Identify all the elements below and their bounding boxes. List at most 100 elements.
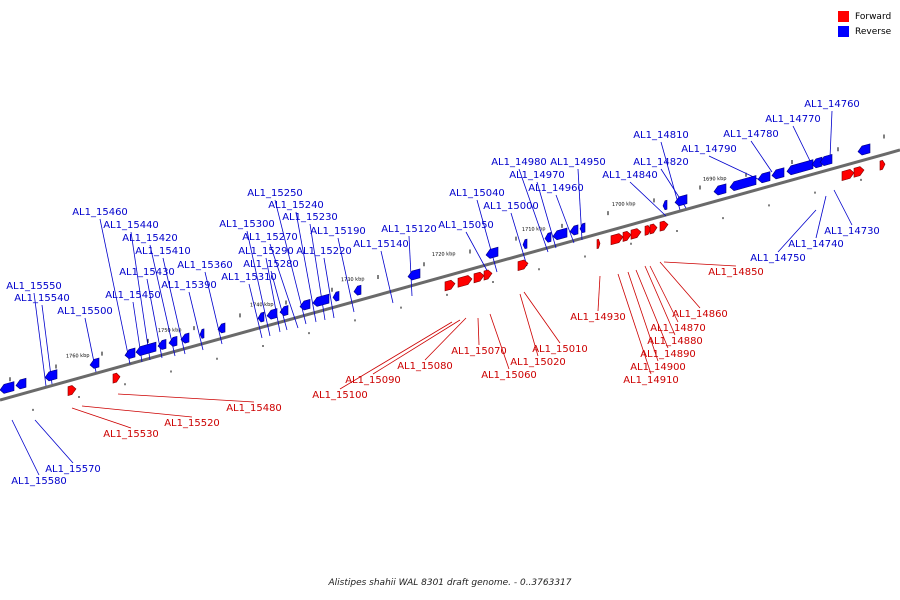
gene-feature[interactable] bbox=[15, 377, 27, 390]
gene-label-reverse[interactable]: AL1_15050 bbox=[438, 220, 494, 231]
gene-feature[interactable] bbox=[579, 222, 586, 234]
gene-label-forward[interactable]: AL1_15060 bbox=[481, 370, 537, 381]
gene-feature[interactable] bbox=[483, 269, 493, 281]
gene-feature[interactable] bbox=[649, 223, 658, 235]
gene-label-reverse[interactable]: AL1_15360 bbox=[177, 260, 233, 271]
gene-feature[interactable] bbox=[180, 332, 190, 344]
gene-label-reverse[interactable]: AL1_14780 bbox=[723, 129, 779, 140]
gene-label-reverse[interactable]: AL1_15410 bbox=[135, 246, 191, 257]
gene-label-reverse[interactable]: AL1_14790 bbox=[681, 144, 737, 155]
gene-label-reverse[interactable]: AL1_14750 bbox=[750, 253, 806, 264]
gene-label-reverse[interactable]: AL1_14960 bbox=[528, 183, 584, 194]
gene-label-forward[interactable]: AL1_15080 bbox=[397, 361, 453, 372]
gene-feature[interactable] bbox=[44, 369, 58, 382]
gene-label-forward[interactable]: AL1_14850 bbox=[708, 267, 764, 278]
gene-feature[interactable] bbox=[757, 171, 771, 184]
gene-feature[interactable] bbox=[124, 347, 136, 359]
gene-feature[interactable] bbox=[112, 372, 121, 384]
gene-label-reverse[interactable]: AL1_15000 bbox=[483, 201, 539, 212]
gene-label-reverse[interactable]: AL1_15120 bbox=[381, 224, 437, 235]
gene-label-forward[interactable]: AL1_15020 bbox=[510, 357, 566, 368]
gene-feature[interactable] bbox=[659, 220, 669, 232]
gene-label-reverse[interactable]: AL1_15390 bbox=[161, 280, 217, 291]
gene-label-reverse[interactable]: AL1_14820 bbox=[633, 157, 689, 168]
gene-label-forward[interactable]: AL1_14900 bbox=[630, 362, 686, 373]
gene-feature[interactable] bbox=[157, 338, 167, 350]
gene-label-forward[interactable]: AL1_14870 bbox=[650, 323, 706, 334]
gene-feature[interactable] bbox=[0, 381, 15, 394]
gene-feature[interactable] bbox=[771, 167, 785, 180]
gene-label-reverse[interactable]: AL1_15290 bbox=[238, 246, 294, 257]
gene-feature[interactable] bbox=[622, 231, 632, 242]
gene-label-reverse[interactable]: AL1_15500 bbox=[57, 306, 113, 317]
gene-feature[interactable] bbox=[644, 225, 652, 236]
gene-label-reverse[interactable]: AL1_14840 bbox=[602, 170, 658, 181]
gene-feature[interactable] bbox=[674, 194, 688, 207]
gene-feature[interactable] bbox=[407, 268, 421, 281]
gene-label-forward[interactable]: AL1_14930 bbox=[570, 312, 626, 323]
gene-feature[interactable] bbox=[544, 232, 552, 243]
gene-label-reverse[interactable]: AL1_15240 bbox=[268, 200, 324, 211]
gene-feature[interactable] bbox=[662, 199, 668, 211]
gene-label-reverse[interactable]: AL1_15460 bbox=[72, 207, 128, 218]
gene-feature[interactable] bbox=[473, 271, 485, 284]
gene-label-reverse[interactable]: AL1_14740 bbox=[788, 239, 844, 250]
gene-label-reverse[interactable]: AL1_14810 bbox=[633, 130, 689, 141]
gene-feature[interactable] bbox=[786, 159, 814, 176]
gene-label-reverse[interactable]: AL1_15280 bbox=[243, 259, 299, 270]
gene-feature[interactable] bbox=[857, 143, 871, 156]
gene-label-reverse[interactable]: AL1_15420 bbox=[122, 233, 178, 244]
gene-label-forward[interactable]: AL1_15070 bbox=[451, 346, 507, 357]
gene-label-forward[interactable]: AL1_15480 bbox=[226, 403, 282, 414]
gene-feature[interactable] bbox=[485, 246, 499, 259]
gene-label-reverse[interactable]: AL1_15440 bbox=[103, 220, 159, 231]
gene-feature[interactable] bbox=[841, 169, 855, 182]
gene-label-reverse[interactable]: AL1_14950 bbox=[550, 157, 606, 168]
gene-label-reverse[interactable]: AL1_14770 bbox=[765, 114, 821, 125]
gene-label-reverse[interactable]: AL1_15190 bbox=[310, 226, 366, 237]
gene-label-reverse[interactable]: AL1_14970 bbox=[509, 170, 565, 181]
gene-label-reverse[interactable]: AL1_15540 bbox=[14, 293, 70, 304]
gene-label-forward[interactable]: AL1_14890 bbox=[640, 349, 696, 360]
gene-label-reverse[interactable]: AL1_15140 bbox=[353, 239, 409, 250]
gene-label-forward[interactable]: AL1_14860 bbox=[672, 309, 728, 320]
gene-feature[interactable] bbox=[332, 290, 340, 302]
gene-label-reverse[interactable]: AL1_15430 bbox=[119, 267, 175, 278]
gene-feature[interactable] bbox=[67, 385, 77, 397]
gene-feature[interactable] bbox=[713, 183, 727, 196]
gene-label-reverse[interactable]: AL1_15250 bbox=[247, 188, 303, 199]
gene-feature[interactable] bbox=[279, 305, 289, 316]
gene-feature[interactable] bbox=[168, 335, 178, 347]
gene-label-reverse[interactable]: AL1_15580 bbox=[11, 476, 67, 487]
gene-feature[interactable] bbox=[135, 341, 157, 356]
gene-feature[interactable] bbox=[552, 227, 568, 241]
gene-label-reverse[interactable]: AL1_15270 bbox=[242, 232, 298, 243]
gene-label-reverse[interactable]: AL1_15450 bbox=[105, 290, 161, 301]
gene-feature[interactable] bbox=[819, 153, 833, 166]
gene-label-forward[interactable]: AL1_15520 bbox=[164, 418, 220, 429]
gene-label-forward[interactable]: AL1_14880 bbox=[647, 336, 703, 347]
gene-feature[interactable] bbox=[630, 228, 642, 240]
gene-label-reverse[interactable]: AL1_14730 bbox=[824, 226, 880, 237]
gene-label-forward[interactable]: AL1_15100 bbox=[312, 390, 368, 401]
gene-label-reverse[interactable]: AL1_15230 bbox=[282, 212, 338, 223]
gene-label-reverse[interactable]: AL1_15040 bbox=[449, 188, 505, 199]
gene-label-reverse[interactable]: AL1_14760 bbox=[804, 99, 860, 110]
gene-feature[interactable] bbox=[312, 293, 330, 307]
gene-label-forward[interactable]: AL1_14910 bbox=[623, 375, 679, 386]
gene-feature[interactable] bbox=[299, 298, 311, 311]
gene-label-forward[interactable]: AL1_15010 bbox=[532, 344, 588, 355]
gene-label-reverse[interactable]: AL1_15220 bbox=[296, 246, 352, 257]
gene-feature[interactable] bbox=[610, 233, 624, 246]
gene-label-forward[interactable]: AL1_15530 bbox=[103, 429, 159, 440]
gene-label-reverse[interactable]: AL1_15300 bbox=[219, 219, 275, 230]
gene-label-reverse[interactable]: AL1_15310 bbox=[221, 272, 277, 283]
gene-feature[interactable] bbox=[257, 311, 265, 323]
gene-label-forward[interactable]: AL1_15090 bbox=[345, 375, 401, 386]
gene-feature[interactable] bbox=[879, 160, 886, 171]
gene-label-reverse[interactable]: AL1_15550 bbox=[6, 281, 62, 292]
gene-feature[interactable] bbox=[729, 175, 757, 191]
gene-feature[interactable] bbox=[266, 308, 278, 320]
gene-feature[interactable] bbox=[444, 279, 456, 292]
gene-feature[interactable] bbox=[89, 357, 100, 369]
